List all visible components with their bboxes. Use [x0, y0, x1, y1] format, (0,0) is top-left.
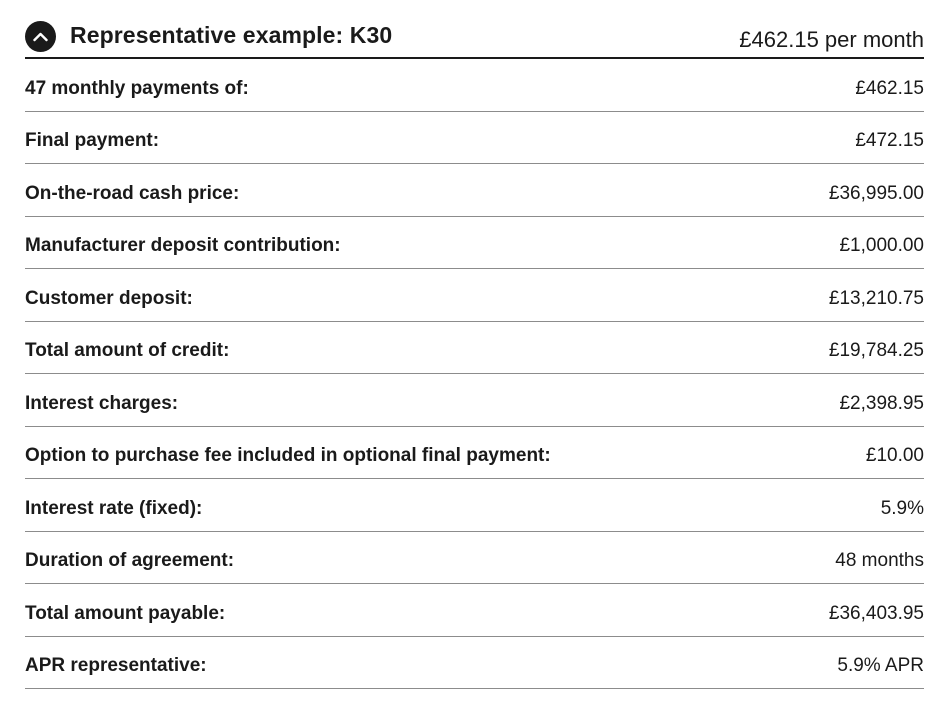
list-item: 47 monthly payments of: £462.15 [25, 59, 924, 112]
list-item: Interest rate (fixed): 5.9% [25, 479, 924, 532]
row-value: £13,210.75 [828, 287, 924, 309]
panel-title: Representative example: K30 [70, 21, 393, 48]
row-value: £462.15 [855, 77, 924, 99]
row-label: Duration of agreement: [25, 550, 235, 572]
row-label: Interest rate (fixed): [25, 497, 203, 519]
row-label: Option to purchase fee included in optio… [25, 445, 551, 467]
row-value: £36,995.00 [828, 182, 924, 204]
row-value: £1,000.00 [839, 235, 924, 257]
representative-example-panel: Representative example: K30 £462.15 per … [25, 14, 924, 689]
row-value: £36,403.95 [828, 602, 924, 624]
row-value: 5.9% APR [837, 655, 924, 677]
row-label: 47 monthly payments of: [25, 77, 249, 99]
panel-header: Representative example: K30 £462.15 per … [25, 14, 924, 59]
list-item: Customer deposit: £13,210.75 [25, 269, 924, 322]
row-label: Interest charges: [25, 392, 179, 414]
row-label: APR representative: [25, 655, 207, 677]
row-value: £19,784.25 [828, 340, 924, 362]
list-item: Total amount payable: £36,403.95 [25, 584, 924, 637]
list-item: Interest charges: £2,398.95 [25, 374, 924, 427]
list-item: Option to purchase fee included in optio… [25, 427, 924, 479]
list-item: Duration of agreement: 48 months [25, 532, 924, 584]
list-item: On-the-road cash price: £36,995.00 [25, 164, 924, 217]
row-value: 48 months [835, 550, 924, 572]
chevron-up-icon[interactable] [25, 21, 56, 52]
row-label: Final payment: [25, 130, 160, 152]
list-item: Final payment: £472.15 [25, 112, 924, 164]
row-value: £472.15 [855, 130, 924, 152]
list-item: Manufacturer deposit contribution: £1,00… [25, 217, 924, 269]
finance-details-list: 47 monthly payments of: £462.15 Final pa… [25, 59, 924, 689]
row-value: 5.9% [880, 497, 924, 519]
row-label: Total amount payable: [25, 602, 226, 624]
row-label: Customer deposit: [25, 287, 193, 309]
row-value: £10.00 [865, 445, 924, 467]
row-label: Total amount of credit: [25, 340, 230, 362]
row-label: Manufacturer deposit contribution: [25, 235, 341, 257]
list-item: Total amount of credit: £19,784.25 [25, 322, 924, 374]
monthly-summary: £462.15 per month [739, 27, 924, 52]
collapse-toggle-button[interactable]: Representative example: K30 [25, 21, 392, 53]
row-label: On-the-road cash price: [25, 182, 240, 204]
row-value: £2,398.95 [839, 392, 924, 414]
list-item: APR representative: 5.9% APR [25, 637, 924, 689]
